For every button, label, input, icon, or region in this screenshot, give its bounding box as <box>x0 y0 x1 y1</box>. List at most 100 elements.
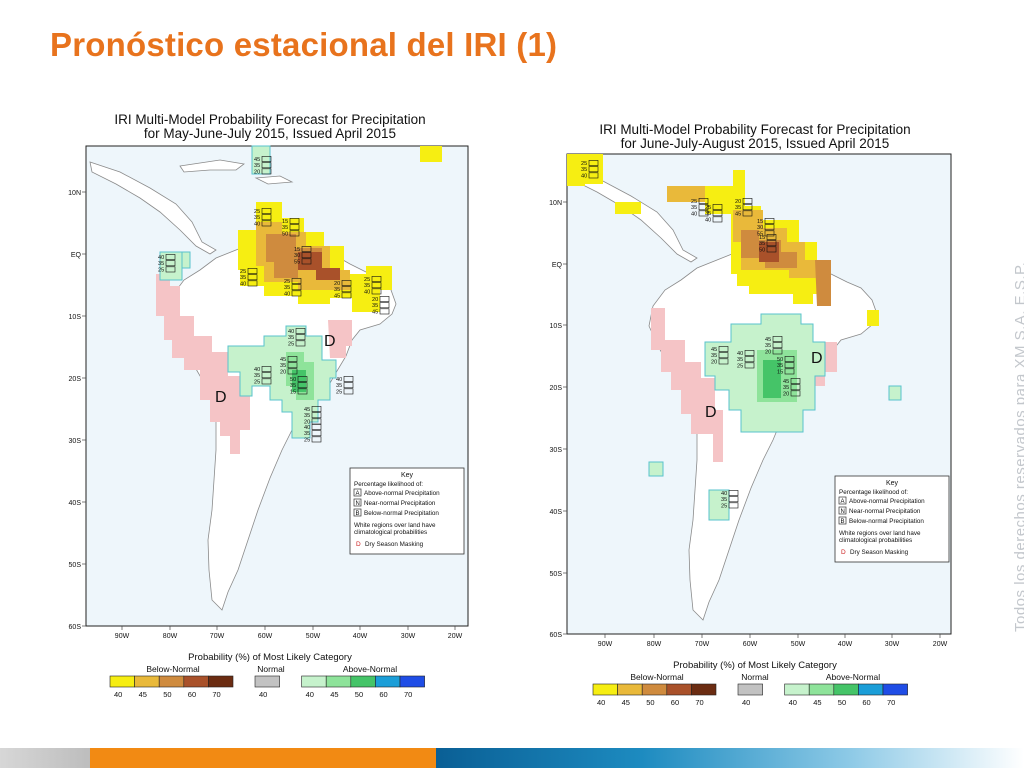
probability-box <box>379 308 390 315</box>
probability-box <box>371 288 382 295</box>
probability-value: 35 <box>581 167 587 173</box>
legend-key-box: Key Percentage likelihood of: A Above-no… <box>834 475 950 563</box>
lat-label: EQ <box>71 252 82 259</box>
lon-label: 50W <box>791 641 806 648</box>
dry-mask-region-east <box>328 320 352 358</box>
probability-value: 35 <box>254 215 260 221</box>
colorbar-tick: 45 <box>813 698 821 707</box>
probability-value: 45 <box>711 347 717 353</box>
above-normal-region <box>227 325 337 439</box>
central-america <box>570 169 698 263</box>
probability-value: 35 <box>783 385 789 391</box>
key-dry-letter: D <box>356 541 361 548</box>
probability-box <box>341 286 352 293</box>
probability-box <box>261 208 272 214</box>
probability-value: 50 <box>290 377 296 383</box>
probability-value: 35 <box>705 211 711 217</box>
probability-box <box>718 346 729 352</box>
probability-box <box>772 348 783 355</box>
copyright-watermark: Todos los derechos reservados para XM S.… <box>1012 261 1024 632</box>
probability-value: 30 <box>757 225 763 231</box>
probability-box <box>766 246 777 253</box>
colorbar-tick: 60 <box>671 698 679 707</box>
probability-value: 35 <box>284 285 290 291</box>
probability-box <box>341 292 352 299</box>
key-note: White regions over land have <box>839 530 921 537</box>
probability-value: 45 <box>280 357 286 363</box>
lon-label: 70W <box>695 641 710 648</box>
colorbar-swatch-above <box>808 683 835 696</box>
map-title-line1: IRI Multi-Model Probability Forecast for… <box>599 122 910 137</box>
lon-label: 90W <box>115 633 130 640</box>
probability-value: 20 <box>304 419 310 425</box>
probability-box <box>718 358 729 365</box>
key-letter: A <box>356 491 360 497</box>
probability-value: 35 <box>304 431 310 437</box>
probability-value: 35 <box>777 363 783 369</box>
probability-value: 45 <box>783 379 789 385</box>
probability-box <box>297 376 308 382</box>
colorbar-swatch-below <box>183 675 209 688</box>
colorbar-tick: 70 <box>695 698 703 707</box>
probability-box <box>301 252 312 259</box>
probability-box <box>261 366 272 372</box>
probability-value: 40 <box>581 173 587 179</box>
latitude-labels: 10N EQ 10S 20S 30S 40S 50S 60S <box>68 190 81 631</box>
map-title-line2: for May-June-July 2015, Issued April 201… <box>144 126 396 141</box>
probability-value: 40 <box>721 491 727 497</box>
colorbar-swatch-below <box>666 683 692 696</box>
colorbar-tick: 40 <box>597 698 605 707</box>
probability-box <box>764 230 775 237</box>
colorbar-below-label: Below-Normal <box>146 664 199 674</box>
colorbar-swatch-above <box>858 683 884 696</box>
dry-mask-label: D <box>215 389 227 406</box>
lon-label: 90W <box>598 641 613 648</box>
colorbar-tick: 60 <box>188 690 196 699</box>
below-normal-cell <box>420 146 442 162</box>
probability-box <box>790 378 801 384</box>
colorbar-tick: 40 <box>306 690 314 699</box>
map-axis-ticks <box>82 191 456 630</box>
colorbar-swatch-below <box>641 683 668 696</box>
probability-box <box>790 390 801 397</box>
probability-value: 45 <box>334 293 340 299</box>
colorbar-swatch-below <box>109 675 135 688</box>
probability-value: 35 <box>372 303 378 309</box>
probability-value: 25 <box>158 267 164 273</box>
lon-label: 30W <box>885 641 900 648</box>
colorbar-swatch-below <box>208 675 234 688</box>
colorbar-swatch-above <box>301 675 327 688</box>
probability-value: 35 <box>158 261 164 267</box>
probability-value: 15 <box>777 369 783 375</box>
probability-box <box>698 204 709 211</box>
probability-box <box>287 362 298 369</box>
probability-value: 20 <box>254 169 260 175</box>
probability-value: 25 <box>254 209 260 215</box>
probability-box <box>712 210 723 217</box>
probability-box <box>784 362 795 369</box>
colorbar-tick: 50 <box>646 698 654 707</box>
map-axis-ticks <box>563 201 941 638</box>
probability-value: 40 <box>158 255 164 261</box>
probability-box <box>764 224 775 231</box>
key-letter: A <box>841 499 845 505</box>
lat-label: 20S <box>550 385 563 392</box>
key-subheading: Percentage likelihood of: <box>839 489 908 496</box>
dry-mask-region-andes <box>651 308 723 462</box>
probability-value: 20 <box>711 359 717 365</box>
probability-box <box>295 340 306 347</box>
above-normal-cell <box>888 385 902 401</box>
probability-box <box>165 260 176 267</box>
probability-value: 40 <box>304 425 310 431</box>
key-item-text: Above-normal Precipitation <box>849 498 925 505</box>
probability-value: 20 <box>372 297 378 303</box>
map-title-line2: for June-July-August 2015, Issued April … <box>621 136 890 151</box>
probability-box <box>261 220 272 227</box>
